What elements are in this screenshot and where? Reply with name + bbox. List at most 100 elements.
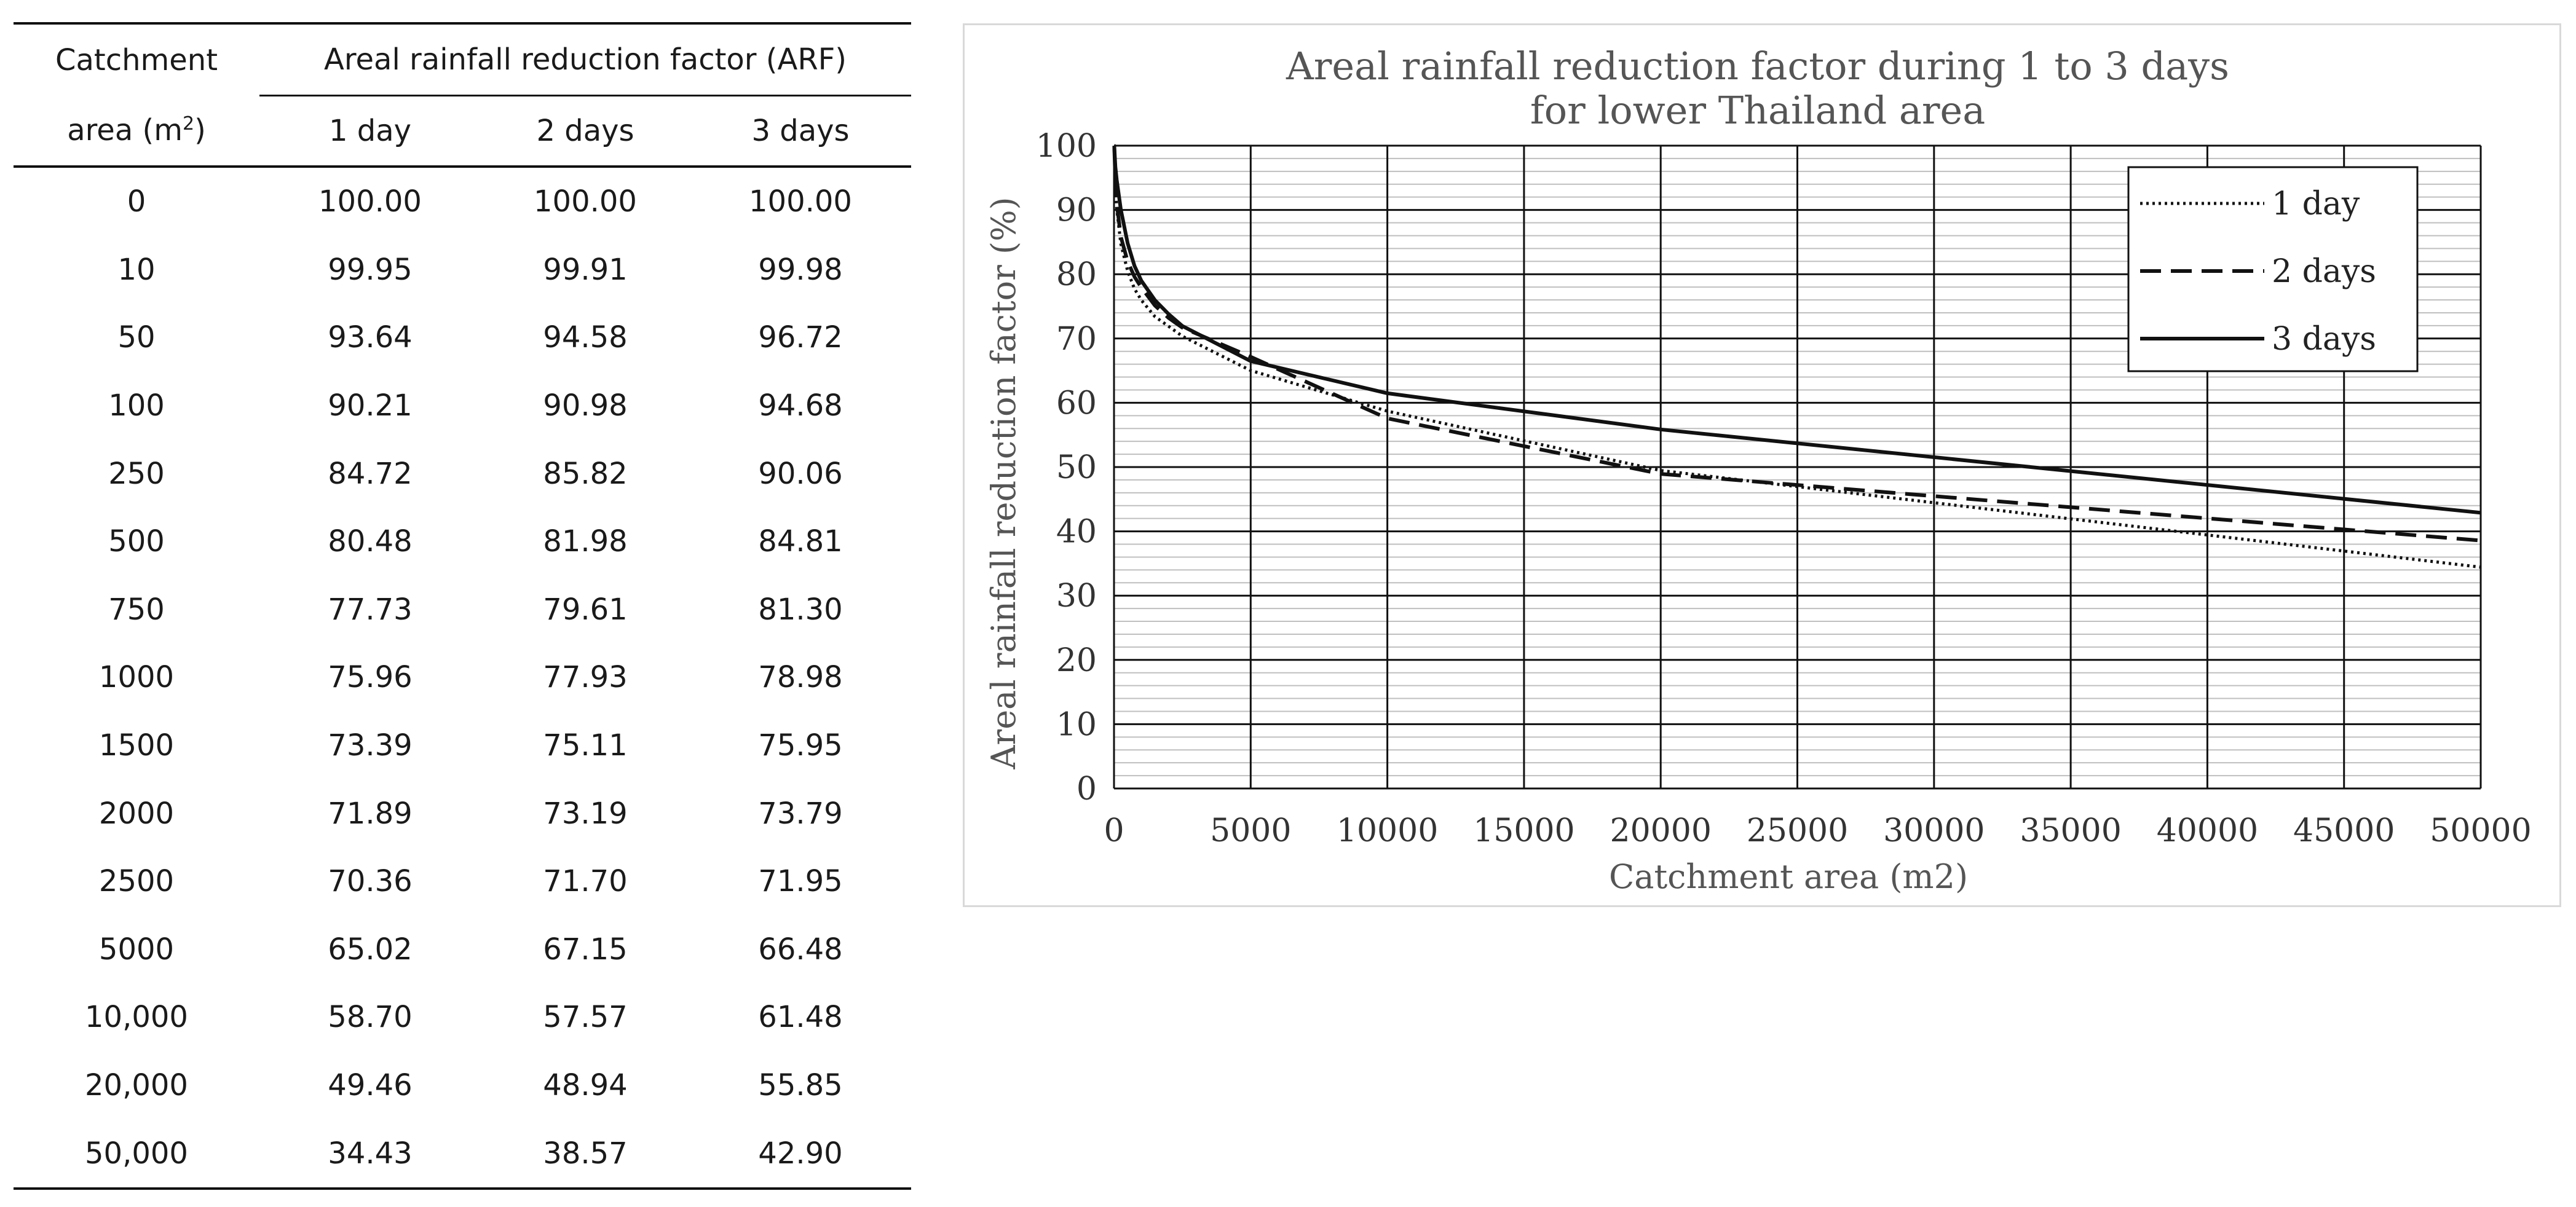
table-row: 750 77.73 79.61 81.30 (14, 576, 911, 644)
cell-1-day: 65.02 (328, 932, 413, 967)
cell-1-day: 77.73 (328, 592, 413, 627)
cell-1-day: 34.43 (259, 1119, 481, 1190)
cell-1-day: 80.48 (328, 524, 413, 559)
cell-1-day: 70.36 (328, 864, 413, 899)
table-row: 2000 71.89 73.19 73.79 (14, 779, 911, 847)
cell-2-days: 38.57 (481, 1119, 690, 1190)
cell-area: 2000 (98, 796, 175, 831)
x-tick-label: 25000 (1747, 812, 1848, 849)
cell-2-days: 48.94 (543, 1068, 628, 1103)
cell-3-days: 73.79 (758, 796, 843, 831)
header-1-day: 1 day (259, 95, 481, 168)
cell-3-days: 90.06 (758, 456, 843, 491)
y-tick-label: 50 (1056, 449, 1097, 486)
series-line-3 (1112, 144, 2481, 515)
y-tick-label: 100 (1036, 128, 1097, 165)
table-row: 2500 70.36 71.70 71.95 (14, 847, 911, 916)
x-tick-label: 5000 (1210, 812, 1291, 849)
cell-1-day: 58.70 (328, 1000, 413, 1035)
legend-label-2: 2 days (2272, 253, 2376, 290)
cell-2-days: 94.58 (543, 320, 628, 355)
y-tick-label: 60 (1056, 385, 1097, 422)
table-row: 50,000 34.43 38.57 42.90 (14, 1119, 911, 1190)
y-tick-label: 10 (1056, 706, 1097, 743)
cell-2-days: 57.57 (543, 1000, 628, 1035)
cell-1-day: 100.00 (318, 184, 422, 219)
cell-3-days: 96.72 (758, 320, 843, 355)
series-line-2 (1112, 144, 2481, 543)
series-lines (1112, 144, 2481, 569)
cell-2-days: 100.00 (534, 184, 637, 219)
cell-3-days: 100.00 (749, 184, 852, 219)
table-row: 20,000 49.46 48.94 55.85 (14, 1052, 911, 1120)
header-3-days: 3 days (690, 95, 911, 168)
x-tick-label: 50000 (2430, 812, 2531, 849)
y-tick-label: 20 (1056, 642, 1097, 679)
cell-area: 1500 (98, 728, 175, 763)
table-row: 0 100.00 100.00 100.00 (14, 167, 911, 236)
table-row: 500 80.48 81.98 84.81 (14, 508, 911, 576)
header-area-line2: area (m (67, 113, 183, 148)
cell-1-day: 84.72 (328, 456, 413, 491)
cell-2-days: 75.11 (543, 728, 628, 763)
cell-1-day: 75.96 (328, 660, 413, 695)
cell-area: 5000 (98, 932, 175, 967)
table-row: 100 90.21 90.98 94.68 (14, 372, 911, 440)
cell-area: 10,000 (85, 1000, 188, 1035)
table-row: 10 99.95 99.91 99.98 (14, 236, 911, 304)
chart-frame: Areal rainfall reduction factor during 1… (963, 23, 2561, 907)
cell-3-days: 99.98 (758, 252, 843, 287)
chart-legend: 1 day 2 days 3 days (2127, 166, 2419, 372)
x-tick-label: 45000 (2293, 812, 2395, 849)
cell-2-days: 85.82 (543, 456, 628, 491)
table-row: 1500 73.39 75.11 75.95 (14, 712, 911, 780)
cell-1-day: 49.46 (328, 1068, 413, 1103)
x-tick-label: 40000 (2157, 812, 2258, 849)
chart-title-line1: Areal rainfall reduction factor during 1… (1286, 44, 2229, 88)
cell-area: 50,000 (14, 1119, 259, 1190)
cell-area: 10 (117, 252, 156, 287)
cell-3-days: 66.48 (758, 932, 843, 967)
cell-1-day: 90.21 (328, 388, 413, 423)
cell-2-days: 77.93 (543, 660, 628, 695)
cell-2-days: 81.98 (543, 524, 628, 559)
cell-1-day: 71.89 (328, 796, 413, 831)
header-area-close: ) (194, 113, 206, 148)
table-row: 250 84.72 85.82 90.06 (14, 439, 911, 508)
y-tick-label: 0 (1077, 771, 1097, 808)
cell-area: 250 (108, 456, 165, 491)
cell-2-days: 73.19 (543, 796, 628, 831)
cell-area: 50 (117, 320, 156, 355)
legend-label-3: 3 days (2272, 321, 2376, 358)
header-catchment: Catchment (14, 22, 259, 96)
cell-2-days: 79.61 (543, 592, 628, 627)
cell-3-days: 78.98 (758, 660, 843, 695)
legend-label-1: 1 day (2272, 186, 2360, 222)
cell-3-days: 81.30 (758, 592, 843, 627)
header-arf: Areal rainfall reduction factor (ARF) (259, 22, 911, 96)
cell-area: 100 (108, 388, 165, 423)
cell-2-days: 90.98 (543, 388, 628, 423)
table-row: 50 93.64 94.58 96.72 (14, 304, 911, 372)
cell-3-days: 75.95 (758, 728, 843, 763)
x-tick-label: 15000 (1473, 812, 1574, 849)
y-tick-label: 90 (1056, 192, 1097, 229)
cell-3-days: 71.95 (758, 864, 843, 899)
x-tick-label: 30000 (1883, 812, 1985, 849)
y-tick-label: 30 (1056, 578, 1097, 615)
header-area-unit: area (m2) (14, 95, 259, 168)
header-catchment-line1: Catchment (55, 42, 218, 77)
cell-3-days: 42.90 (690, 1119, 911, 1190)
cell-2-days: 71.70 (543, 864, 628, 899)
y-axis-ticks: 0 10 20 30 40 50 60 70 80 90 100 (1036, 128, 1097, 808)
header-area-sup: 2 (182, 113, 195, 135)
y-tick-label: 40 (1056, 514, 1097, 551)
table-row: 1000 75.96 77.93 78.98 (14, 643, 911, 712)
header-2-days: 2 days (481, 95, 690, 168)
arf-chart: Areal rainfall reduction factor during 1… (984, 44, 2532, 896)
cell-area: 20,000 (85, 1068, 188, 1103)
cell-area: 0 (127, 184, 146, 219)
y-axis-title: Areal rainfall reduction factor (%) (984, 197, 1023, 769)
x-tick-label: 10000 (1337, 812, 1438, 849)
x-tick-label: 0 (1104, 812, 1124, 849)
